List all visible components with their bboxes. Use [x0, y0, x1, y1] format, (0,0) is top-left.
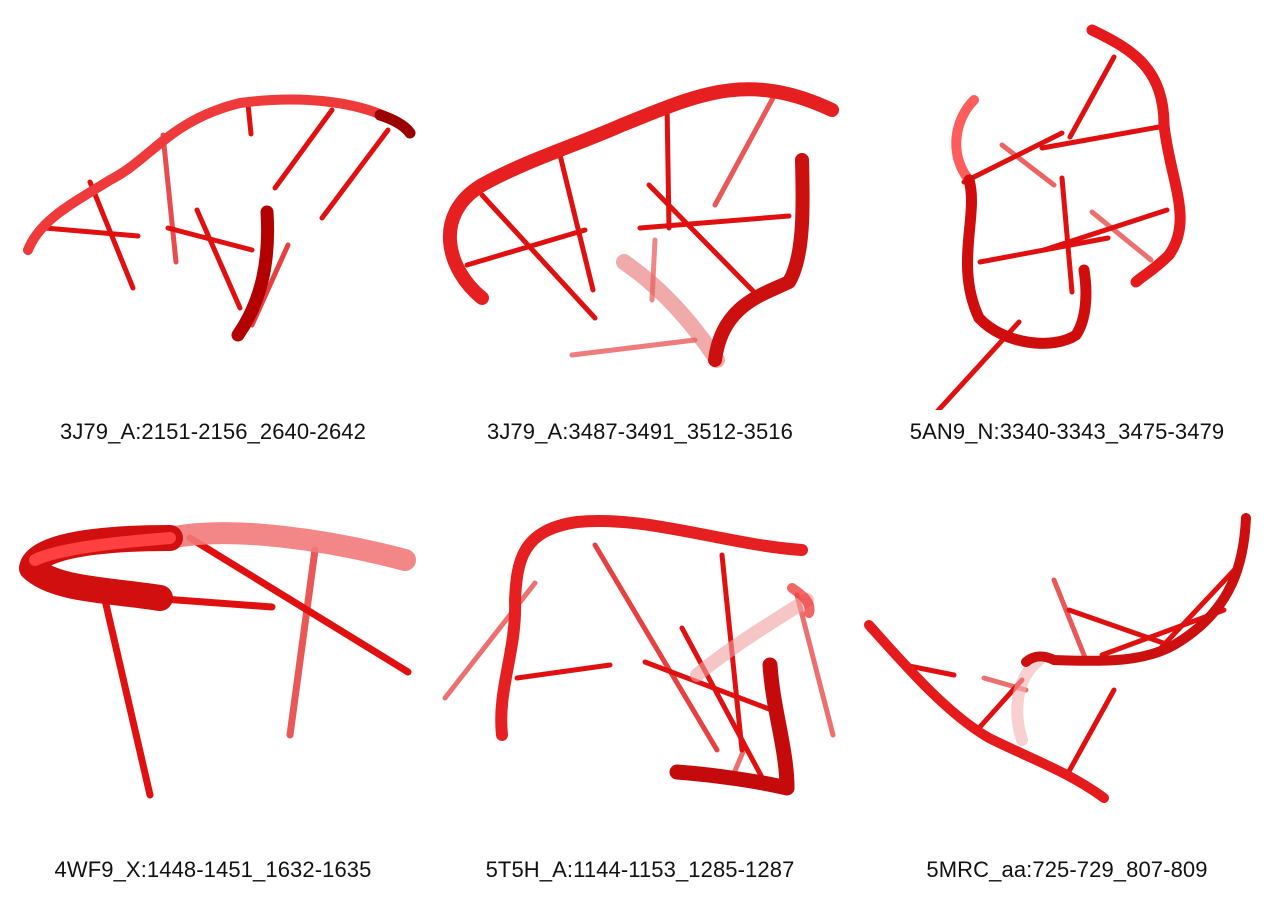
structure-panel-1: 3J79_A:2151-2156_2640-2642 — [0, 0, 426, 450]
backbone-strand-2 — [1086, 24, 1186, 288]
backbone-strand-1 — [864, 620, 1109, 803]
base-rungs — [901, 562, 1242, 778]
backbone-strand-3 — [962, 174, 1092, 349]
base-rungs — [935, 54, 1170, 410]
rna-motif-render — [442, 514, 836, 796]
structure-caption: 5MRC_aa:725-729_807-809 — [926, 857, 1208, 882]
backbone-strand-2 — [708, 153, 810, 367]
backbone-strand-1 — [951, 95, 979, 185]
backbone-shadow — [1011, 654, 1045, 746]
structure-panel-4: 4WF9_X:1448-1451_1632-1635 — [0, 450, 426, 900]
base-rungs — [42, 101, 391, 328]
backbone-strand-2 — [1021, 513, 1251, 667]
backbone-strand-3 — [787, 583, 815, 618]
structure-caption: 4WF9_X:1448-1451_1632-1635 — [54, 857, 372, 882]
backbone-shadow — [616, 254, 725, 368]
backbone-strand-1-end — [374, 109, 416, 139]
backbone-shadow — [690, 593, 814, 682]
rna-motif-render — [19, 522, 416, 799]
rna-motif-render — [442, 82, 839, 368]
base-rungs — [101, 534, 412, 799]
structure-caption: 3J79_A:2151-2156_2640-2642 — [60, 419, 366, 444]
backbone-strand-1 — [442, 82, 839, 305]
backbone-strand-1 — [159, 522, 416, 571]
backbone-strand-2 — [669, 657, 795, 796]
backbone-strand-2 — [231, 205, 275, 342]
rna-motif-render — [935, 24, 1186, 410]
structure-caption: 5T5H_A:1144-1153_1285-1287 — [485, 857, 795, 882]
backbone-strand-1 — [495, 514, 808, 741]
structure-panel-2: 3J79_A:3487-3491_3512-3516 — [427, 0, 853, 450]
structure-panel-5: 5T5H_A:1144-1153_1285-1287 — [427, 450, 853, 900]
structure-caption: 3J79_A:3487-3491_3512-3516 — [487, 419, 793, 444]
rna-motif-render — [864, 513, 1251, 803]
base-rungs — [464, 95, 792, 358]
structure-panel-6: 5MRC_aa:725-729_807-809 — [854, 450, 1280, 900]
backbone-strand-1 — [23, 94, 413, 255]
rna-motif-render — [23, 94, 416, 342]
structure-caption: 5AN9_N:3340-3343_3475-3479 — [909, 419, 1225, 444]
backbone-strand-2-highlight — [29, 532, 176, 566]
structure-panel-3: 5AN9_N:3340-3343_3475-3479 — [854, 0, 1280, 450]
